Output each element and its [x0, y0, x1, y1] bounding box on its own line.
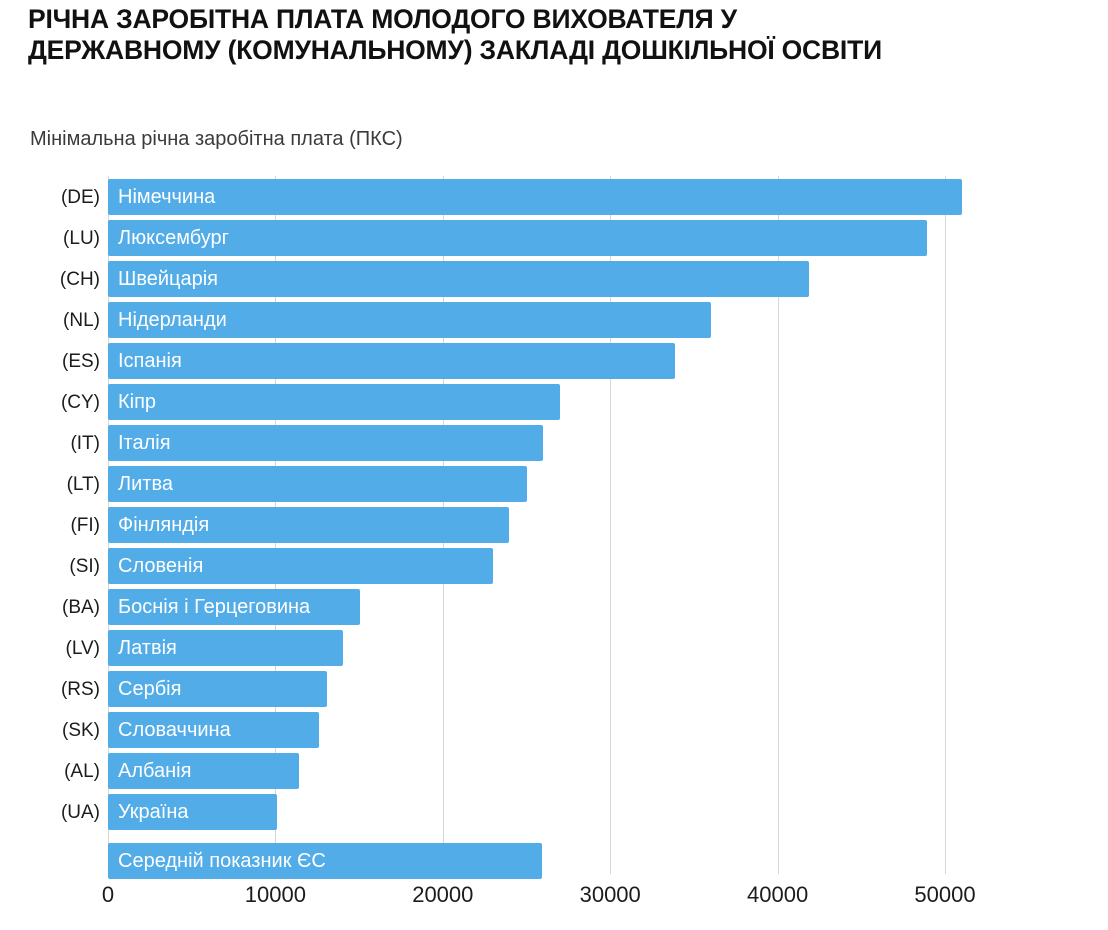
bar[interactable]	[108, 507, 509, 543]
gridline	[945, 176, 946, 874]
bar-value-label: Латвія	[118, 637, 177, 659]
bar[interactable]	[108, 548, 494, 584]
category-code-label: (BA)	[62, 597, 100, 618]
bar-value-label: Німеччина	[118, 186, 216, 208]
category-code-label: (LT)	[66, 474, 100, 495]
bar-value-label: Албанія	[118, 760, 192, 782]
chart-subtitle: Мінімальна річна заробітна плата (ПКС)	[30, 128, 403, 150]
bar-value-label: Італія	[118, 432, 171, 454]
bar-value-label: Боснія і Герцеговина	[118, 596, 311, 618]
bar[interactable]	[108, 671, 328, 707]
page-title: РІЧНА ЗАРОБІТНА ПЛАТА МОЛОДОГО ВИХОВАТЕЛ…	[28, 4, 882, 65]
category-code-label: (NL)	[63, 310, 100, 331]
bar[interactable]	[108, 425, 544, 461]
bar[interactable]	[108, 261, 810, 297]
bar-value-label: Люксембург	[118, 227, 229, 249]
x-tick-label: 10000	[244, 882, 306, 907]
x-tick-label: 40000	[747, 882, 809, 907]
bar[interactable]	[108, 302, 711, 338]
category-labels: (DE) (LU) (CH) (NL) (ES) (CY) (IT) (LT) (FI) (SI)…	[0, 176, 100, 836]
bar-value-label: Литва	[118, 473, 173, 495]
bar-value-label: Словаччина	[118, 719, 231, 741]
bar[interactable]	[108, 589, 360, 625]
bar-value-label: Кіпр	[118, 391, 157, 413]
category-code-label: (SI)	[69, 556, 100, 577]
bar-value-label: Іспанія	[118, 350, 182, 372]
bar[interactable]	[108, 466, 527, 502]
bar-value-label: Сербія	[118, 678, 182, 700]
x-tick-label: 20000	[412, 882, 474, 907]
x-tick-label: 30000	[579, 882, 641, 907]
bar[interactable]	[108, 843, 542, 879]
bar[interactable]	[108, 220, 927, 256]
bar[interactable]	[108, 712, 319, 748]
bar-value-label: Україна	[118, 801, 189, 823]
bar[interactable]	[108, 179, 962, 215]
plot-area: Німеччина Люксембург Швейцарія Нідерланди Іс…	[102, 176, 1070, 907]
category-code-label: (IT)	[70, 433, 100, 454]
bar-value-label: Нідерланди	[118, 309, 227, 331]
bar[interactable]	[108, 630, 344, 666]
x-tick-label: 50000	[914, 882, 976, 907]
bar-value-label: Середній показник ЄС	[118, 850, 326, 872]
bar-chart: (DE) (LU) (CH) (NL) (ES) (CY) (IT) (LT) (FI) (SI)…	[0, 176, 1108, 907]
category-code-label: (CH)	[59, 269, 100, 290]
bar[interactable]	[108, 753, 299, 789]
category-code-label: (LV)	[65, 638, 100, 659]
category-code-label: (FI)	[70, 515, 100, 536]
category-code-label: (LU)	[63, 228, 100, 249]
category-code-label: (AL)	[64, 761, 100, 782]
category-code-label: (SK)	[62, 720, 100, 741]
category-code-label: (DE)	[60, 187, 100, 208]
bar-value-label: Фінляндія	[118, 514, 210, 536]
category-code-label: (UA)	[60, 802, 100, 823]
bar[interactable]	[108, 794, 278, 830]
bar[interactable]	[108, 343, 676, 379]
x-tick-label: 0	[101, 882, 115, 907]
bar[interactable]	[108, 384, 560, 420]
category-code-label: (RS)	[60, 679, 100, 700]
category-code-label: (CY)	[60, 392, 100, 413]
category-code-label: (ES)	[62, 351, 100, 372]
bar-value-label: Словенія	[118, 555, 204, 577]
bar-value-label: Швейцарія	[118, 268, 218, 290]
